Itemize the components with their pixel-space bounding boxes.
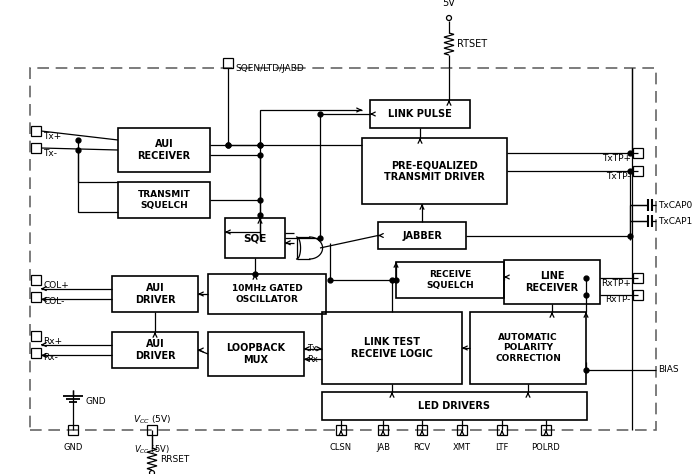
Text: CLSN: CLSN bbox=[330, 443, 352, 452]
Text: BIAS: BIAS bbox=[658, 365, 678, 374]
Text: TRANSMIT
SQUELCH: TRANSMIT SQUELCH bbox=[138, 190, 190, 210]
Text: 10MHz GATED
OSCILLATOR: 10MHz GATED OSCILLATOR bbox=[232, 284, 302, 304]
Bar bbox=[322, 312, 462, 384]
Text: Rx-: Rx- bbox=[43, 354, 58, 363]
Text: RRSET: RRSET bbox=[160, 455, 189, 464]
Text: RECEIVE
SQUELCH: RECEIVE SQUELCH bbox=[426, 270, 474, 290]
Text: Rx: Rx bbox=[307, 355, 318, 364]
Text: COL+: COL+ bbox=[43, 281, 69, 290]
Text: AUTOMATIC
POLARITY
CORRECTION: AUTOMATIC POLARITY CORRECTION bbox=[495, 333, 561, 363]
Bar bbox=[112, 332, 198, 368]
Bar bbox=[147, 425, 157, 435]
Text: JAB: JAB bbox=[376, 443, 390, 452]
Text: RxTP+: RxTP+ bbox=[601, 279, 631, 288]
Text: COL-: COL- bbox=[43, 298, 64, 307]
Text: TxCAP0: TxCAP0 bbox=[658, 201, 692, 210]
Bar bbox=[633, 148, 643, 158]
Bar bbox=[31, 275, 41, 285]
Bar bbox=[30, 68, 656, 430]
Bar bbox=[322, 392, 587, 420]
Bar bbox=[396, 262, 504, 298]
Bar bbox=[370, 100, 470, 128]
Bar bbox=[225, 218, 285, 258]
Text: SQE: SQE bbox=[244, 233, 267, 243]
Bar bbox=[208, 274, 326, 314]
Text: JABBER: JABBER bbox=[402, 230, 442, 240]
Text: RCV: RCV bbox=[414, 443, 430, 452]
Text: AUI
DRIVER: AUI DRIVER bbox=[134, 283, 175, 305]
Text: TxCAP1: TxCAP1 bbox=[658, 217, 692, 226]
Bar bbox=[362, 138, 507, 204]
Text: TxTP-: TxTP- bbox=[606, 172, 631, 181]
Text: Rx+: Rx+ bbox=[43, 337, 62, 346]
Bar bbox=[541, 425, 551, 435]
Text: AUI
DRIVER: AUI DRIVER bbox=[134, 339, 175, 361]
Bar bbox=[470, 312, 586, 384]
Text: POLRD: POLRD bbox=[531, 443, 561, 452]
Bar bbox=[633, 273, 643, 283]
Bar bbox=[223, 58, 233, 68]
Bar bbox=[31, 348, 41, 358]
Text: LTF: LTF bbox=[496, 443, 509, 452]
Bar bbox=[31, 331, 41, 341]
Bar bbox=[31, 126, 41, 136]
Text: SQEN/LTD/JABD: SQEN/LTD/JABD bbox=[235, 64, 304, 73]
Text: LED DRIVERS: LED DRIVERS bbox=[419, 401, 491, 411]
Bar bbox=[336, 425, 346, 435]
Text: RTSET: RTSET bbox=[457, 39, 487, 49]
Bar bbox=[417, 425, 427, 435]
Text: LINE
RECEIVER: LINE RECEIVER bbox=[526, 271, 579, 293]
Bar bbox=[31, 292, 41, 302]
Bar bbox=[208, 332, 304, 376]
Bar bbox=[378, 425, 388, 435]
Bar bbox=[497, 425, 507, 435]
Text: LOOPBACK
MUX: LOOPBACK MUX bbox=[226, 343, 286, 365]
Bar bbox=[68, 425, 78, 435]
Bar bbox=[118, 182, 210, 218]
Text: LINK PULSE: LINK PULSE bbox=[388, 109, 452, 119]
Bar bbox=[633, 166, 643, 176]
Text: GND: GND bbox=[85, 398, 106, 407]
Text: Tx: Tx bbox=[307, 344, 317, 353]
Text: AUI
RECEIVER: AUI RECEIVER bbox=[137, 139, 190, 161]
Bar bbox=[31, 143, 41, 153]
Text: Tx+: Tx+ bbox=[43, 131, 62, 140]
Bar bbox=[378, 222, 466, 249]
Text: XMT: XMT bbox=[453, 443, 471, 452]
Text: RxTP-: RxTP- bbox=[606, 295, 631, 304]
Bar bbox=[504, 260, 600, 304]
Bar bbox=[633, 290, 643, 300]
Text: PRE-EQUALIZED
TRANSMIT DRIVER: PRE-EQUALIZED TRANSMIT DRIVER bbox=[384, 160, 485, 182]
Bar bbox=[457, 425, 467, 435]
Text: LINK TEST
RECEIVE LOGIC: LINK TEST RECEIVE LOGIC bbox=[351, 337, 433, 359]
Text: 5V: 5V bbox=[442, 0, 456, 8]
Text: $V_{CC}$ (5V): $V_{CC}$ (5V) bbox=[133, 414, 171, 426]
Bar bbox=[112, 276, 198, 312]
Text: $V_{CC}$ (5V): $V_{CC}$ (5V) bbox=[134, 443, 170, 456]
Text: Tx-: Tx- bbox=[43, 148, 57, 157]
Text: TxTP+: TxTP+ bbox=[602, 154, 631, 163]
Text: GND: GND bbox=[63, 443, 83, 452]
Bar bbox=[118, 128, 210, 172]
